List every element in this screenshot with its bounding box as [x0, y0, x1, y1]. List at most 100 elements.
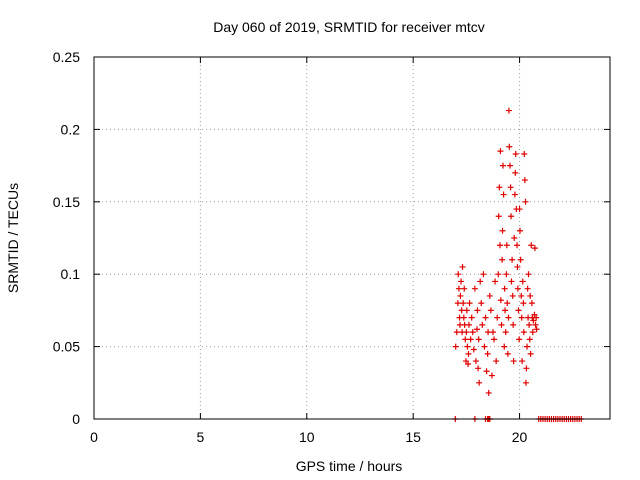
- x-tick-label: 15: [405, 429, 421, 445]
- data-point: [488, 372, 495, 379]
- data-point: [526, 336, 533, 343]
- data-point: [507, 184, 514, 191]
- data-point: [455, 271, 462, 278]
- data-point: [475, 336, 482, 343]
- y-tick-label: 0.15: [53, 194, 80, 210]
- data-point: [531, 245, 538, 252]
- data-point: [518, 292, 525, 299]
- data-point: [472, 358, 479, 365]
- data-point: [510, 358, 517, 365]
- data-point: [508, 213, 515, 220]
- data-point: [512, 169, 519, 176]
- data-point: [504, 350, 511, 357]
- data-point: [476, 379, 483, 386]
- data-point: [466, 300, 473, 307]
- data-point: [499, 162, 506, 169]
- data-point: [528, 300, 535, 307]
- data-point: [463, 307, 470, 314]
- data-point: [483, 368, 490, 375]
- data-point: [506, 162, 513, 169]
- data-point: [489, 329, 496, 336]
- data-point: [486, 292, 493, 299]
- data-points: [452, 107, 585, 422]
- data-point: [474, 307, 481, 314]
- grid-lines: [94, 57, 610, 419]
- data-point: [509, 292, 516, 299]
- y-tick-label: 0.05: [53, 339, 80, 355]
- data-point: [498, 321, 505, 328]
- data-point: [487, 307, 494, 314]
- data-point: [521, 177, 528, 184]
- data-point: [515, 307, 522, 314]
- data-point: [527, 292, 534, 299]
- data-point: [455, 285, 462, 292]
- data-point: [506, 143, 513, 150]
- data-point: [465, 350, 472, 357]
- data-point: [467, 336, 474, 343]
- data-point: [505, 107, 512, 114]
- data-point: [512, 151, 519, 158]
- chart-title: Day 060 of 2019, SRMTID for receiver mtc…: [213, 19, 485, 35]
- data-point: [529, 329, 536, 336]
- plot-frame: [93, 56, 611, 420]
- data-point: [497, 297, 504, 304]
- data-point: [499, 256, 506, 263]
- data-point: [510, 321, 517, 328]
- data-point: [502, 329, 509, 336]
- data-point: [493, 358, 500, 365]
- data-point: [519, 358, 526, 365]
- data-point: [469, 329, 476, 336]
- x-axis-label: GPS time / hours: [296, 458, 403, 474]
- data-point: [505, 314, 512, 321]
- data-point: [478, 300, 485, 307]
- data-point: [480, 271, 487, 278]
- data-point: [516, 227, 523, 234]
- y-axis-label: SRMTID / TECUs: [5, 183, 21, 293]
- data-point: [519, 278, 526, 285]
- data-point: [523, 365, 530, 372]
- data-point: [495, 213, 502, 220]
- data-point: [485, 389, 492, 396]
- data-point: [468, 314, 475, 321]
- data-point: [525, 271, 532, 278]
- y-tick-label: 0.2: [61, 121, 81, 137]
- data-point: [475, 365, 482, 372]
- data-point: [517, 256, 524, 263]
- data-point: [454, 300, 461, 307]
- data-point: [484, 350, 491, 357]
- data-point: [494, 314, 501, 321]
- data-point: [481, 343, 488, 350]
- data-point: [518, 314, 525, 321]
- data-point: [516, 206, 523, 213]
- data-point: [514, 285, 521, 292]
- data-point: [499, 227, 506, 234]
- data-point: [502, 307, 509, 314]
- data-point: [495, 271, 502, 278]
- data-point: [500, 191, 507, 198]
- data-point: [460, 300, 467, 307]
- data-point: [465, 321, 472, 328]
- data-point: [516, 336, 523, 343]
- data-point: [496, 184, 503, 191]
- data-point: [465, 360, 472, 367]
- y-tick-label: 0.25: [53, 49, 80, 65]
- data-point: [504, 300, 511, 307]
- data-point: [462, 336, 469, 343]
- data-point: [477, 278, 484, 285]
- data-point: [511, 235, 518, 241]
- data-point: [514, 263, 521, 270]
- data-point: [524, 285, 531, 292]
- data-point: [460, 314, 467, 321]
- x-tick-label: 10: [299, 429, 315, 445]
- data-point: [492, 278, 499, 285]
- data-point: [474, 326, 481, 333]
- data-point: [528, 242, 535, 249]
- data-point: [471, 285, 478, 292]
- data-point: [482, 314, 489, 321]
- data-point: [524, 343, 531, 350]
- data-point: [527, 350, 534, 357]
- data-point: [526, 321, 533, 328]
- data-point: [452, 343, 459, 350]
- data-point: [509, 256, 516, 263]
- data-point: [458, 307, 465, 314]
